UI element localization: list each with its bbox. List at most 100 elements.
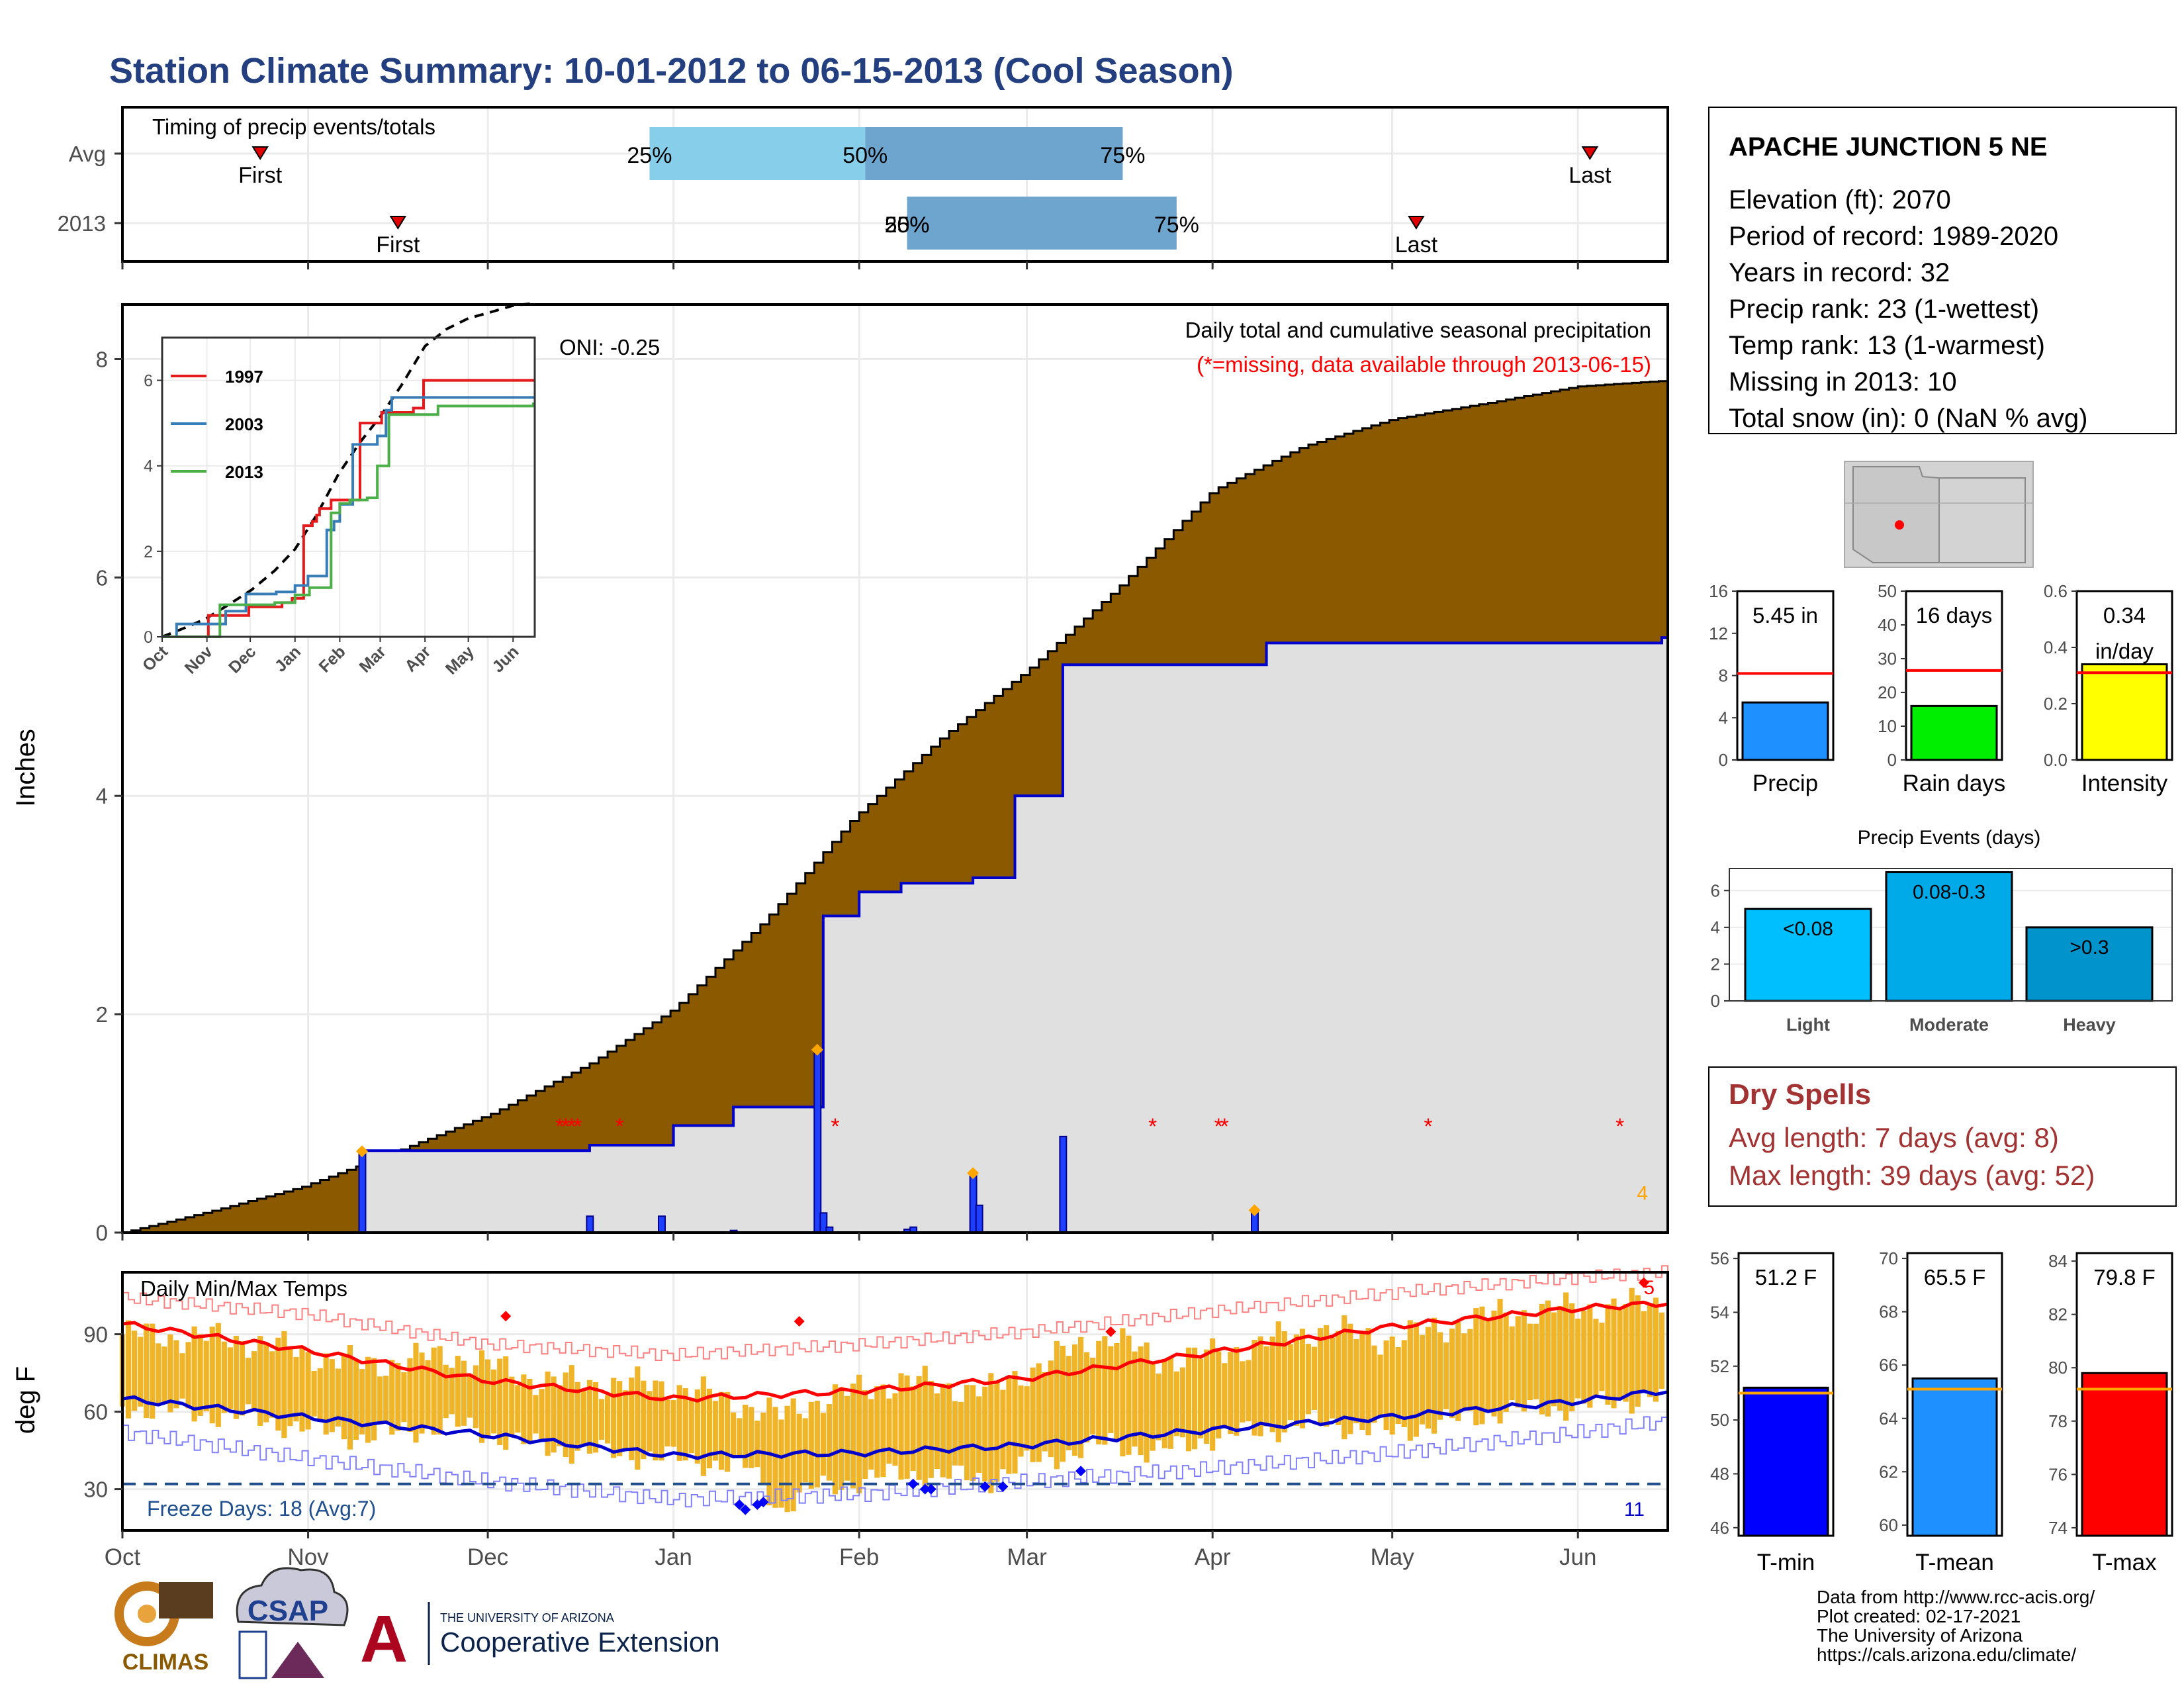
tsum-ytick-label: 64 (1879, 1409, 1898, 1429)
daily-temp-bar (407, 1358, 413, 1432)
daily-temp-bar (1216, 1351, 1222, 1438)
csap-logo-text: CSAP (248, 1595, 328, 1627)
daily-temp-bar (203, 1340, 209, 1412)
tsum-value-text: 65.5 F (1924, 1265, 1986, 1289)
daily-temp-bar (898, 1373, 904, 1480)
daily-temp-bar (1287, 1344, 1293, 1421)
daily-temp-bar (221, 1341, 227, 1413)
csap-logo-bars (238, 1630, 267, 1679)
daily-temp-bar (239, 1340, 246, 1416)
dry-title: Dry Spells (1729, 1078, 1871, 1111)
temp-xtick-label: Jun (1559, 1544, 1596, 1570)
daily-temp-bar (150, 1323, 156, 1419)
daily-temp-bar (1533, 1323, 1539, 1399)
dry-avg-length: Avg length: 7 days (avg: 8) (1729, 1122, 2059, 1153)
daily-temp-bar (1342, 1315, 1347, 1440)
summary-ytick-label: 0 (1719, 750, 1728, 770)
daily-precip-bar (358, 1153, 367, 1233)
csap-logo-cloud (236, 1567, 349, 1626)
last-marker (1408, 216, 1425, 230)
daily-temp-bar (706, 1388, 713, 1469)
station-box-frame (1708, 107, 2177, 434)
daily-temp-bar (1077, 1336, 1084, 1458)
daily-temp-bar (443, 1364, 449, 1419)
daily-temp-bar (1114, 1343, 1120, 1440)
daily-temp-bar (754, 1421, 760, 1468)
main-annotation-missing: (*=missing, data available through 2013-… (1197, 352, 1651, 377)
inset-avg-line (161, 302, 534, 638)
daily-temp-bar (329, 1359, 335, 1432)
daily-temp-bar (1251, 1339, 1257, 1436)
daily-temp-bar (1641, 1311, 1647, 1393)
summary-bar-2 (2081, 663, 2168, 761)
summary-ytick-label: 8 (1719, 666, 1728, 686)
daily-temp-bar (1371, 1345, 1377, 1423)
inset-bg (162, 338, 535, 637)
timing-frame (121, 106, 1669, 263)
daily-temp-bar (700, 1376, 706, 1476)
daily-temp-bar (653, 1380, 659, 1461)
event-bar-label: 0.08-0.3 (1913, 882, 1985, 904)
map-new-mexico (1939, 477, 2026, 563)
tsum-ytick-label: 46 (1710, 1518, 1729, 1538)
daily-temp-bar (569, 1365, 574, 1464)
inset-ytick-label: 6 (144, 372, 153, 391)
events-title: Precip Events (days) (1858, 827, 2041, 849)
record-min-line (122, 1416, 1668, 1508)
timing-last-marker-label: Last (1395, 232, 1438, 258)
daily-temp-bar (227, 1347, 233, 1409)
dry-spells-box: Dry Spells Avg length: 7 days (avg: 8) Max… (1708, 1066, 2177, 1207)
timing-pct-label: 25% (885, 212, 930, 238)
daily-temp-bar (275, 1337, 281, 1431)
daily-temp-bar (790, 1398, 796, 1512)
daily-temp-bar (635, 1366, 641, 1470)
daily-temp-bar (1383, 1340, 1389, 1430)
temp-xtick-label: Apr (1195, 1544, 1231, 1570)
daily-temp-bar (257, 1336, 263, 1426)
tsum-bar-0 (1743, 1386, 1829, 1537)
daily-temp-bar (766, 1397, 772, 1506)
daily-temp-bar (760, 1412, 766, 1484)
daily-temp-bar (1569, 1303, 1575, 1412)
daily-temp-bar (293, 1356, 299, 1422)
tsum-ytick-label: 74 (2048, 1518, 2068, 1538)
daily-temp-bar (1653, 1297, 1659, 1402)
temp-ytick-label: 60 (83, 1400, 108, 1425)
daily-temp-bar (1389, 1336, 1395, 1435)
station-location-dot (1895, 520, 1904, 530)
main-annotation-title: Daily total and cumulative seasonal prec… (1185, 318, 1651, 342)
daily-temp-bar (467, 1374, 473, 1418)
daily-temp-bar (1240, 1361, 1246, 1423)
daily-temp-bar (269, 1351, 275, 1418)
daily-temp-bar (515, 1385, 521, 1433)
tsum-ytick-label: 82 (2048, 1305, 2068, 1325)
dry-box-frame (1708, 1066, 2177, 1207)
temp-frame (121, 1271, 1669, 1532)
y2013-cumulative-area (122, 637, 1668, 1233)
tsum-bar-label: T-min (1757, 1550, 1815, 1575)
station-info-line: Period of record: 1989-2020 (1729, 222, 2058, 251)
inset-legend-label: 2003 (225, 414, 263, 434)
daily-temp-bar (844, 1395, 850, 1481)
dry-max-length: Max length: 39 days (avg: 52) (1729, 1160, 2095, 1191)
daily-temp-bar (994, 1380, 1000, 1482)
missing-day-marker: * (615, 1114, 624, 1139)
daily-temp-bar (1419, 1335, 1426, 1425)
summary-bar-0 (1741, 701, 1829, 761)
daily-temp-bar (305, 1352, 311, 1430)
daily-temp-bar (886, 1398, 892, 1464)
temp-xtick-label: Oct (105, 1544, 141, 1570)
daily-temp-bar (1347, 1323, 1353, 1434)
tsum-value-text: 51.2 F (1755, 1265, 1817, 1289)
daily-temp-bar (317, 1368, 323, 1421)
avg-min-line (122, 1389, 1668, 1460)
daily-temp-bar (850, 1383, 856, 1489)
daily-temp-bar (533, 1395, 539, 1434)
summary-value-text: 5.45 in (1752, 603, 1818, 628)
missing-day-marker: * (567, 1114, 576, 1139)
daily-temp-bar (784, 1405, 790, 1513)
daily-temp-bar (1054, 1340, 1060, 1470)
summary-ytick-label: 16 (1709, 581, 1728, 601)
temp-ylabel: deg F (11, 1366, 40, 1434)
daily-temp-bar (365, 1356, 371, 1443)
